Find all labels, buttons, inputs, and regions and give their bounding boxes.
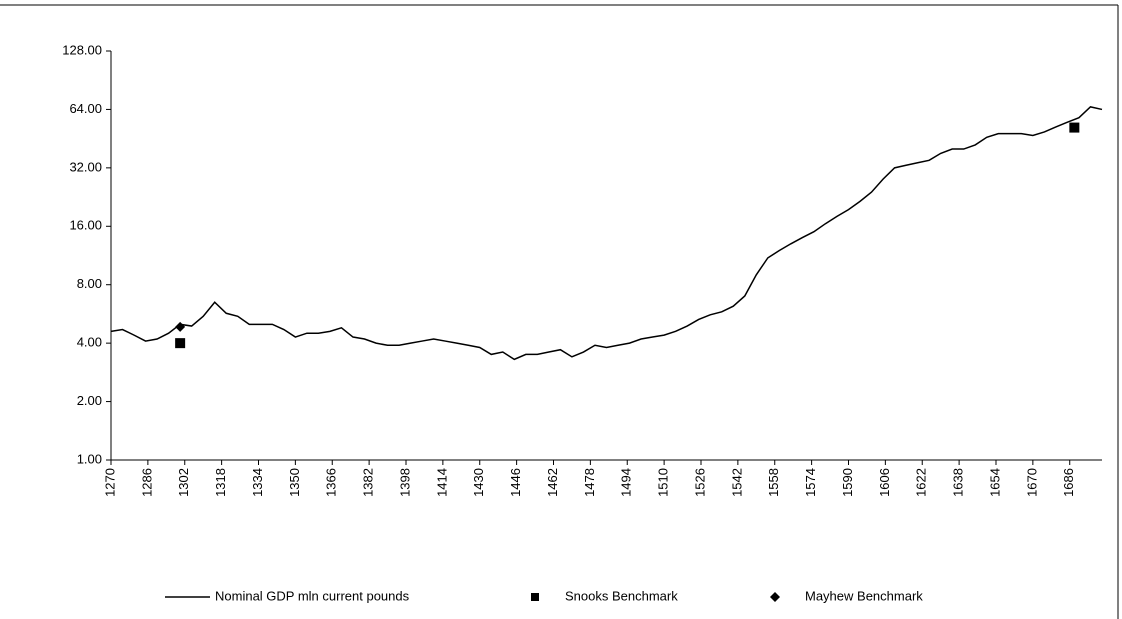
x-tick-label: 1462 <box>545 468 560 497</box>
y-tick-label: 128.00 <box>62 42 102 57</box>
x-tick-label: 1590 <box>840 468 855 497</box>
x-tick-label: 1286 <box>139 468 154 497</box>
x-tick-label: 1638 <box>951 468 966 497</box>
legend-label: Mayhew Benchmark <box>805 588 923 603</box>
y-tick-label: 8.00 <box>77 276 102 291</box>
x-tick-label: 1302 <box>176 468 191 497</box>
legend-diamond <box>770 592 780 602</box>
x-tick-label: 1686 <box>1061 468 1076 497</box>
x-tick-label: 1526 <box>692 468 707 497</box>
x-tick-label: 1414 <box>434 468 449 497</box>
y-tick-label: 1.00 <box>77 451 102 466</box>
x-tick-label: 1494 <box>619 468 634 497</box>
y-tick-label: 16.00 <box>69 218 102 233</box>
gdp-line <box>110 106 1103 361</box>
x-tick-label: 1366 <box>324 468 339 497</box>
snooks-point <box>1069 122 1080 133</box>
x-tick-label: 1350 <box>287 468 302 497</box>
x-tick-label: 1510 <box>656 468 671 497</box>
y-tick-label: 2.00 <box>77 393 102 408</box>
y-tick-label: 64.00 <box>69 101 102 116</box>
x-tick-label: 1270 <box>102 468 117 497</box>
x-tick-label: 1558 <box>766 468 781 497</box>
snooks-point <box>175 338 186 349</box>
x-tick-label: 1542 <box>729 468 744 497</box>
legend-label: Nominal GDP mln current pounds <box>215 588 410 603</box>
legend-label: Snooks Benchmark <box>565 588 678 603</box>
y-tick-label: 32.00 <box>69 159 102 174</box>
x-tick-label: 1334 <box>250 468 265 497</box>
x-tick-label: 1430 <box>471 468 486 497</box>
x-tick-label: 1446 <box>508 468 523 497</box>
mayhew-point <box>175 321 186 332</box>
x-tick-label: 1398 <box>397 468 412 497</box>
x-tick-label: 1654 <box>987 468 1002 497</box>
x-tick-label: 1670 <box>1024 468 1039 497</box>
x-tick-label: 1318 <box>213 468 228 497</box>
x-tick-label: 1478 <box>582 468 597 497</box>
x-tick-label: 1574 <box>803 468 818 497</box>
y-tick-label: 4.00 <box>77 335 102 350</box>
x-tick-label: 1606 <box>877 468 892 497</box>
x-tick-label: 1382 <box>361 468 376 497</box>
legend-square <box>531 593 539 601</box>
x-tick-label: 1622 <box>914 468 929 497</box>
